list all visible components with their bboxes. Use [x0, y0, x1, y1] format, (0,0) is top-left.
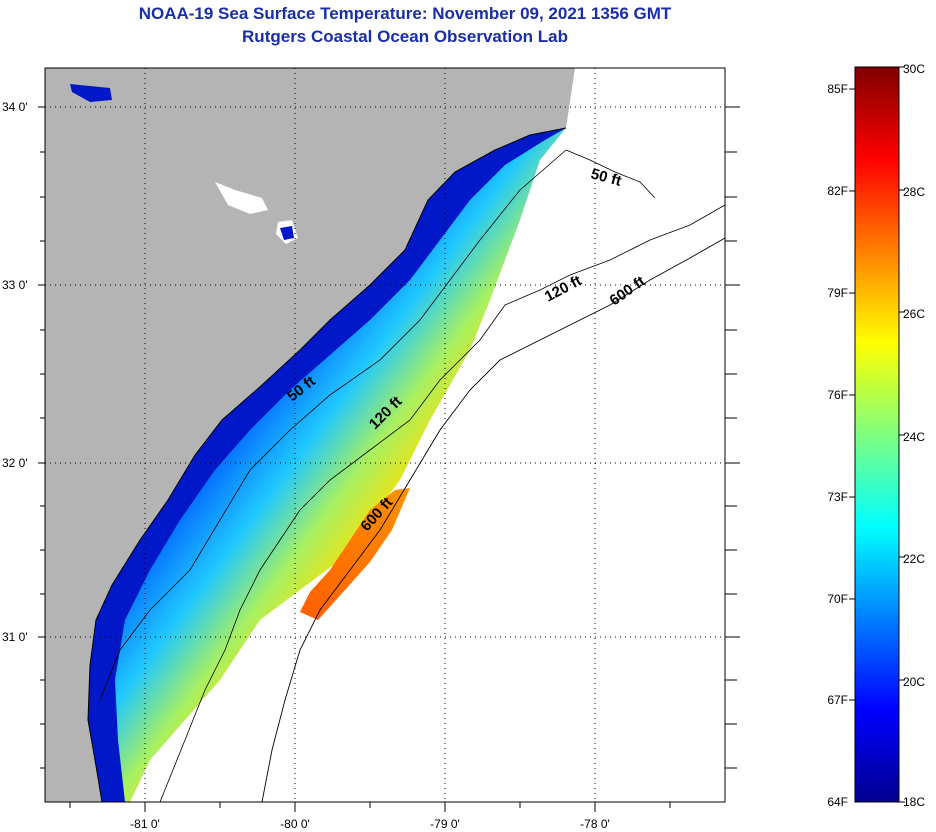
colorbar-f-82: 82F [827, 184, 848, 198]
colorbar-c-26: 26C [903, 307, 925, 321]
lon-label-80: -80 0' [280, 817, 310, 831]
land-mass [45, 68, 575, 802]
lat-label-34: 34 0' [2, 100, 28, 114]
isobath-50ft [99, 149, 656, 701]
colorbar-c-24: 24C [903, 430, 925, 444]
lon-label-79: -79 0' [430, 817, 460, 831]
lat-label-31: 31 0' [2, 630, 28, 644]
lat-label-32: 32 0' [2, 456, 28, 470]
lat-label-33: 33 0' [2, 278, 28, 292]
colorbar-c-22: 22C [903, 552, 925, 566]
colorbar-c-30: 30C [903, 62, 925, 76]
map-title: NOAA-19 Sea Surface Temperature: Novembe… [138, 4, 672, 23]
colorbar-c-20: 20C [903, 675, 925, 689]
colorbar-c-28: 28C [903, 185, 925, 199]
sst-warm-core [300, 488, 410, 620]
colorbar-f-85: 85F [827, 82, 848, 96]
colorbar-f-70: 70F [827, 592, 848, 606]
colorbar-f-67: 67F [827, 693, 848, 707]
sst-cool-band [88, 128, 566, 802]
colorbar-f-64: 64F [827, 795, 848, 809]
lon-label-78: -78 0' [580, 817, 610, 831]
colorbar-c-18: 18C [903, 795, 925, 809]
isobath-600ft [261, 237, 725, 802]
colorbar-f-76: 76F [827, 388, 848, 402]
sst-colorbar [854, 66, 900, 803]
colorbar-f-79: 79F [827, 286, 848, 300]
isobath-120ft [159, 204, 725, 802]
lon-label-81: -81 0' [130, 817, 160, 831]
map-subtitle: Rutgers Coastal Ocean Observation Lab [242, 27, 568, 46]
colorbar-f-73: 73F [827, 490, 848, 504]
